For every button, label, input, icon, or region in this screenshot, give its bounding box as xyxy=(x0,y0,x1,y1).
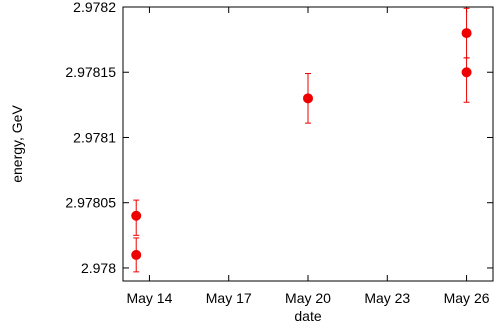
y-axis-label: energy, GeV xyxy=(9,105,25,183)
x-tick-label: May 23 xyxy=(364,290,410,306)
x-tick-label: May 17 xyxy=(206,290,252,306)
x-tick-label: May 26 xyxy=(444,290,490,306)
data-point xyxy=(303,93,313,104)
x-tick-label: May 20 xyxy=(285,290,331,306)
y-tick-label: 2.978 xyxy=(81,260,116,276)
plot-frame xyxy=(122,6,494,282)
x-axis-label: date xyxy=(294,308,321,324)
data-point xyxy=(461,67,472,78)
x-axis: May 14 May 17 May 20 May 23 May 26 xyxy=(126,7,490,306)
data-series xyxy=(131,7,472,273)
x-tick-label: May 14 xyxy=(126,290,172,306)
y-axis: 2.978 2.97805 2.9781 2.97815 2.9782 xyxy=(65,0,493,276)
y-tick-label: 2.97815 xyxy=(65,64,116,80)
y-tick-label: 2.9782 xyxy=(73,0,116,15)
y-tick-label: 2.9781 xyxy=(73,129,116,145)
y-tick-label: 2.97805 xyxy=(65,195,116,211)
data-point xyxy=(131,210,142,221)
data-point xyxy=(131,249,142,260)
data-point xyxy=(461,28,472,39)
